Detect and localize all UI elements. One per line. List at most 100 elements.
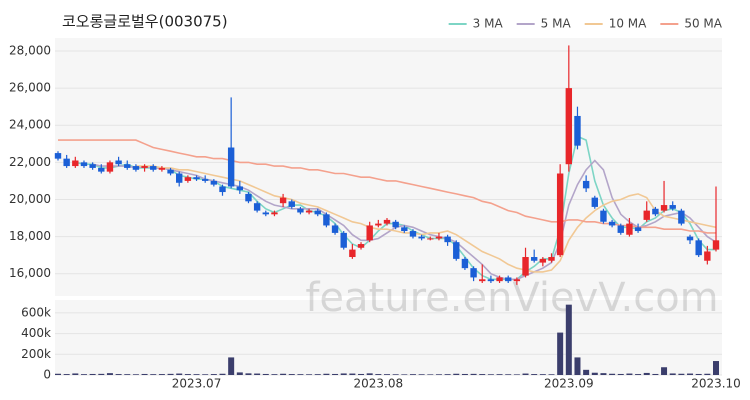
volume-bar — [687, 373, 694, 375]
candle-body — [150, 166, 157, 170]
candle-body — [262, 212, 269, 215]
watermark: feature.enVievV.com — [305, 275, 718, 321]
candle-body — [678, 210, 685, 224]
volume-bar — [323, 373, 330, 375]
volume-bar — [513, 374, 520, 375]
volume-bar — [600, 373, 607, 375]
volume-bar — [470, 373, 477, 375]
chart-title: 코오롱글로벌우(003075) — [62, 13, 228, 31]
volume-bar — [479, 374, 486, 375]
volume-bar — [150, 374, 157, 375]
candle-body — [453, 242, 460, 259]
candle-body — [323, 214, 330, 226]
candle-body — [427, 238, 434, 240]
volume-bar — [271, 374, 278, 375]
volume-bar — [254, 373, 261, 375]
volume-bar — [583, 369, 590, 375]
volume-bar — [358, 373, 365, 375]
volume-bar — [332, 373, 339, 375]
volume-bar — [487, 374, 494, 375]
volume-bar — [392, 374, 399, 375]
candle-body — [418, 236, 425, 239]
volume-bar — [280, 373, 287, 375]
candle-body — [660, 205, 668, 211]
volume-bar — [522, 373, 529, 375]
volume-bar — [106, 373, 113, 375]
volume-bar — [531, 374, 538, 375]
candle-body — [435, 236, 443, 239]
candle-body — [496, 277, 503, 282]
candle-body — [530, 257, 538, 261]
price-panel — [55, 38, 722, 296]
candle-body — [227, 147, 235, 187]
candle-body — [279, 197, 287, 204]
candle-body — [479, 279, 486, 282]
volume-bar — [635, 374, 642, 375]
volume-bar — [384, 374, 390, 375]
x-tick-label: 2023.08 — [354, 377, 404, 391]
volume-bar — [228, 357, 235, 375]
candle-body — [72, 160, 79, 167]
volume-bar — [98, 373, 105, 375]
volume-bar — [141, 373, 148, 375]
candle-body — [98, 167, 105, 172]
volume-bar — [669, 373, 676, 375]
candle-body — [548, 257, 555, 261]
volume-bar — [565, 304, 572, 375]
legend-label: 5 MA — [541, 17, 572, 31]
candle-body — [54, 153, 62, 159]
volume-bar — [158, 374, 165, 375]
volume-bar — [288, 374, 295, 375]
candle-body — [219, 186, 226, 193]
volume-tick-label: 400k — [21, 326, 51, 340]
candle-body — [444, 236, 451, 243]
volume-bar — [678, 373, 685, 375]
candle-body — [574, 115, 581, 146]
x-tick-label: 2023.10 — [691, 377, 741, 391]
volume-bar — [496, 374, 503, 375]
volume-bar — [176, 373, 183, 375]
volume-bar — [132, 374, 139, 375]
candle-body — [695, 240, 702, 256]
candle-body — [704, 251, 711, 261]
candle-body — [167, 169, 174, 174]
candle-body — [193, 177, 200, 180]
volume-bar — [72, 373, 79, 375]
volume-bar — [609, 373, 616, 375]
candle-body — [634, 227, 642, 232]
volume-bar — [55, 373, 61, 375]
y-tick-label: 26,000 — [9, 81, 51, 95]
volume-bar — [704, 373, 711, 375]
y-tick-label: 20,000 — [9, 192, 51, 206]
volume-bar — [643, 372, 650, 375]
candle-body — [158, 167, 166, 170]
candle-body — [245, 193, 252, 202]
volume-bar — [115, 374, 122, 375]
volume-bar — [548, 374, 555, 375]
candle-body — [314, 210, 321, 215]
candle-body — [201, 179, 209, 181]
candle-body — [401, 227, 408, 232]
volume-bar — [184, 374, 191, 375]
candle-body — [556, 173, 564, 256]
candle-body — [383, 219, 391, 224]
candle-body — [141, 166, 148, 168]
volume-bar — [262, 373, 269, 375]
candle-body — [63, 158, 70, 167]
volume-tick-label: 200k — [21, 347, 51, 361]
volume-bar — [427, 374, 434, 375]
candle-body — [461, 258, 469, 269]
volume-bar — [409, 374, 416, 375]
candle-body — [349, 249, 356, 258]
volume-bar — [453, 373, 460, 375]
candle-body — [652, 208, 659, 215]
candle-body — [487, 279, 495, 282]
volume-bar — [314, 374, 321, 375]
volume-bar — [461, 373, 468, 375]
candle-body — [686, 236, 694, 241]
candle-body — [331, 225, 339, 233]
volume-bar — [435, 374, 442, 375]
candle-body — [565, 88, 573, 165]
volume-bar — [557, 332, 564, 375]
